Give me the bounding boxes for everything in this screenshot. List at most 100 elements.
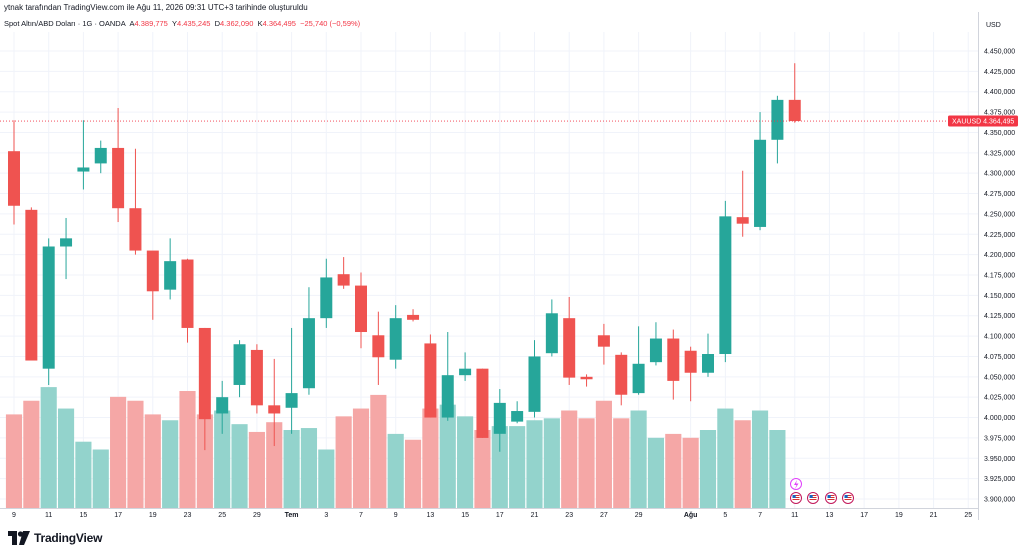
- x-tick-label: 15: [80, 512, 88, 519]
- volume-bar: [404, 439, 422, 508]
- candle-body: [667, 338, 680, 381]
- candle-body: [754, 139, 767, 227]
- low-label: D: [214, 19, 221, 28]
- x-tick-label: 17: [860, 512, 868, 519]
- volume-bar: [613, 418, 630, 508]
- candle-body: [632, 363, 645, 394]
- candle-body: [493, 402, 506, 434]
- event-markers[interactable]: [790, 478, 854, 504]
- y-tick-label: 3.925,000: [984, 476, 1015, 483]
- volume-bar: [300, 428, 318, 508]
- candle-body: [233, 344, 246, 385]
- volume-bar: [144, 414, 161, 508]
- volume-bar: [110, 396, 127, 508]
- candle-body: [77, 167, 90, 172]
- ohlc-legend: Spot Altın/ABD Doları · 1G · OANDA A4.38…: [4, 19, 360, 28]
- x-tick-label: 9: [394, 512, 398, 519]
- candle-body: [268, 405, 281, 414]
- y-tick-label: 4.275,000: [984, 191, 1015, 198]
- volume-bar: [231, 424, 248, 508]
- volume-bar: [248, 431, 265, 508]
- x-tick-label: 17: [114, 512, 122, 519]
- x-tick-label: Tem: [285, 512, 299, 519]
- candle-body: [424, 343, 437, 418]
- x-tick-label: 21: [930, 512, 938, 519]
- us-flag-icon[interactable]: [807, 492, 819, 504]
- x-tick-label: 11: [45, 512, 52, 519]
- volume-bar: [699, 430, 717, 508]
- candle-body: [198, 327, 211, 420]
- candle-body: [476, 368, 489, 438]
- last-price-label: XAUUSD 4.364,495: [952, 119, 1014, 126]
- candle-body: [25, 209, 38, 361]
- candle-body: [441, 375, 454, 418]
- candle-body: [60, 238, 73, 247]
- candle-body: [372, 335, 385, 358]
- volume-bar: [543, 418, 560, 508]
- volume-bar: [474, 430, 491, 508]
- volume-bar: [491, 426, 508, 508]
- candle-body: [702, 354, 714, 373]
- x-tick-label: 5: [723, 512, 727, 519]
- volume-bar: [422, 408, 439, 508]
- price-axis[interactable]: 4.450,000 4.425,000 4.400,000 4.375,000 4.35…: [978, 12, 1016, 520]
- symbol-description[interactable]: Spot Altın/ABD Doları · 1G · OANDA: [4, 19, 126, 28]
- y-tick-label: 3.900,000: [984, 497, 1015, 504]
- us-flag-icon[interactable]: [825, 492, 837, 504]
- tradingview-brand[interactable]: TradingView: [8, 531, 102, 545]
- candle-body: [8, 151, 20, 206]
- x-tick-label: 9: [12, 512, 16, 519]
- close-label: K: [257, 19, 263, 28]
- volume-bar: [127, 400, 144, 508]
- volume-bar: [283, 430, 300, 508]
- x-tick-label: Ağu: [684, 512, 698, 519]
- candle-body: [771, 99, 784, 140]
- low-value: 4.362,090: [220, 19, 254, 28]
- volume-bar: [57, 408, 75, 508]
- x-tick-label: 17: [496, 512, 504, 519]
- volume-bar: [162, 420, 179, 508]
- candle-body: [129, 208, 142, 251]
- x-tick-label: 27: [600, 512, 608, 519]
- volume-bar: [561, 410, 578, 508]
- y-tick-label: 4.225,000: [984, 232, 1015, 239]
- volume-bar: [75, 441, 92, 508]
- volume-bar: [352, 408, 370, 508]
- time-axis[interactable]: 9 11 15 17 19 23 25 29 Tem 3 7 9 13 15 17 21 23 27 29 Ağu 5 7…: [0, 508, 978, 520]
- high-value: 4.435,245: [177, 19, 211, 28]
- us-flag-icon[interactable]: [790, 492, 802, 504]
- high-label: Y: [172, 19, 178, 28]
- volume-bar: [595, 400, 612, 508]
- x-tick-label: 19: [149, 512, 157, 519]
- y-tick-label: 4.150,000: [984, 293, 1015, 300]
- currency-label[interactable]: USD: [986, 22, 1001, 29]
- lightning-icon[interactable]: [790, 478, 802, 490]
- x-tick-label: 25: [964, 512, 972, 519]
- volume-bar: [387, 433, 404, 508]
- volume-bar: [266, 422, 283, 508]
- y-tick-label: 4.125,000: [984, 313, 1015, 320]
- y-tick-label: 3.975,000: [984, 435, 1015, 442]
- change-value: −25,740 (−0,59%): [300, 19, 361, 28]
- y-tick-label: 4.300,000: [984, 171, 1015, 178]
- y-tick-label: 4.400,000: [984, 89, 1015, 96]
- x-tick-label: 29: [253, 512, 261, 519]
- y-tick-label: 4.350,000: [984, 130, 1015, 137]
- chart-attribution: ytnak tarafından TradingView.com ile Ağu…: [4, 3, 308, 12]
- x-tick-label: 25: [218, 512, 226, 519]
- volume-bar: [179, 391, 196, 508]
- x-tick-label: 3: [324, 512, 328, 519]
- candle-body: [250, 349, 263, 406]
- us-flag-icon[interactable]: [842, 492, 854, 504]
- y-tick-label: 4.250,000: [984, 211, 1015, 218]
- candle-body: [94, 147, 107, 164]
- volume-bar: [509, 426, 526, 508]
- candle-body: [684, 350, 697, 373]
- candle-body: [164, 261, 177, 290]
- y-tick-label: 4.025,000: [984, 395, 1015, 402]
- y-tick-label: 4.175,000: [984, 273, 1015, 280]
- candle-body: [320, 277, 333, 319]
- y-tick-label: 4.200,000: [984, 252, 1015, 259]
- candle-body: [563, 318, 576, 378]
